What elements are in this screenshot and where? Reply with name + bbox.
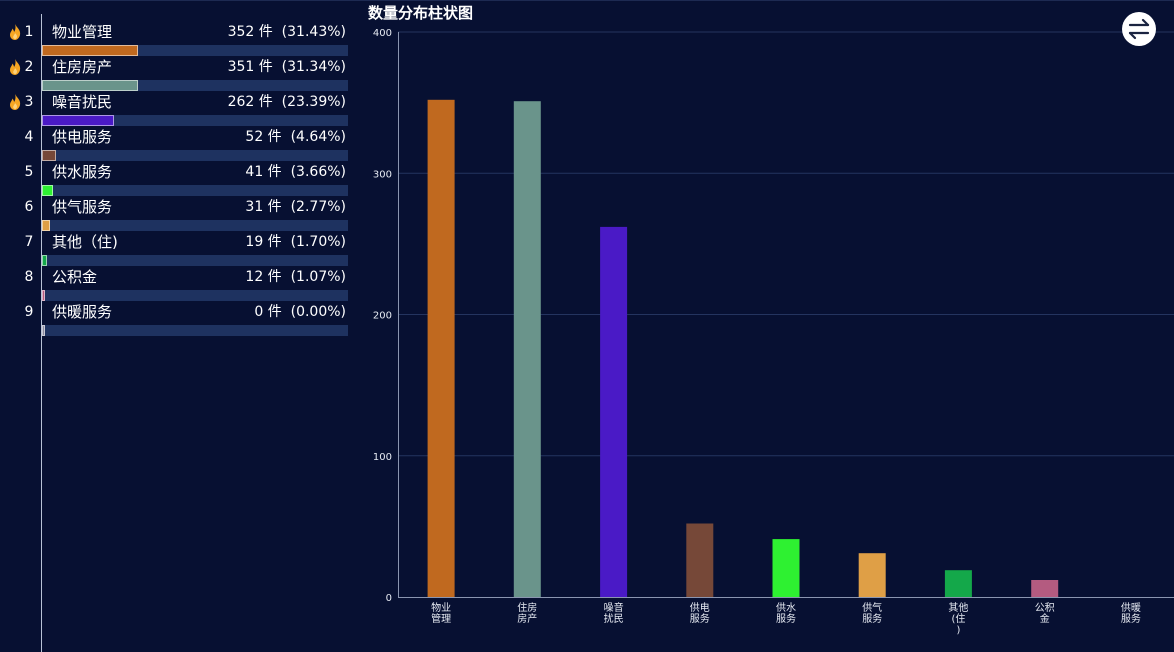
ranking-row: 4 供电服务 52 件 (4.64%) [0, 127, 360, 162]
x-tick-label: 金 [1040, 612, 1050, 625]
bar [600, 226, 628, 597]
bar [858, 553, 886, 597]
ranking-list: 1 物业管理 352 件 (31.43%) 2 住房房产 351 件 (31.34%) 3 噪… [0, 0, 360, 652]
rank-category-name: 物业管理 [52, 23, 113, 41]
bar [1031, 580, 1059, 597]
rank-number: 8 [24, 269, 34, 285]
rank-value-text: 351 件 (31.34%) [227, 59, 346, 75]
x-tick-label: 服务 [776, 612, 796, 625]
x-tick-label: 物业 [431, 601, 451, 614]
rank-progress-track [42, 290, 348, 301]
x-tick-label: (住 [951, 612, 965, 625]
flame-icon [10, 59, 21, 75]
flame-icon [10, 94, 21, 110]
rank-progress-track [42, 325, 348, 336]
x-tick-label: 供暖 [1121, 601, 1141, 614]
flame-icon [10, 24, 21, 40]
rank-progress-fill [42, 290, 45, 301]
rank-category-name: 供气服务 [52, 198, 113, 216]
y-tick-label: 100 [373, 452, 392, 463]
x-tick-label: 供气 [862, 601, 882, 614]
x-tick-label: 扰民 [604, 612, 624, 625]
y-tick-label: 400 [373, 28, 392, 39]
rank-value-text: 31 件 (2.77%) [245, 199, 346, 215]
rank-progress-track [42, 220, 348, 231]
x-tick-label: 住房 [517, 601, 537, 614]
x-tick-label: 公积 [1035, 602, 1055, 614]
rank-category-name: 供暖服务 [52, 303, 113, 321]
rank-progress-fill [42, 220, 50, 231]
bar [513, 101, 541, 597]
y-tick-label: 300 [373, 169, 392, 180]
rank-progress-track [42, 150, 348, 161]
rank-progress-track [42, 255, 348, 266]
rank-number: 1 [24, 24, 34, 40]
rank-value-text: 19 件 (1.70%) [245, 234, 346, 250]
ranking-row: 3 噪音扰民 262 件 (23.39%) [0, 92, 360, 127]
x-tick-label: 管理 [431, 612, 451, 625]
rank-category-name: 住房房产 [52, 58, 113, 76]
x-tick-label: 供电 [690, 601, 710, 614]
x-tick-label: 服务 [690, 612, 710, 625]
ranking-row: 6 供气服务 31 件 (2.77%) [0, 197, 360, 232]
rank-value-text: 12 件 (1.07%) [245, 269, 346, 285]
x-tick-label: 房产 [517, 612, 537, 625]
bar [772, 539, 800, 597]
ranking-row: 1 物业管理 352 件 (31.43%) [0, 22, 360, 57]
rank-category-name: 噪音扰民 [52, 93, 113, 111]
x-tick-label: 服务 [1121, 612, 1141, 625]
rank-progress-fill [42, 115, 114, 126]
chart-title: 数量分布柱状图 [368, 4, 474, 22]
ranking-row: 8 公积金 12 件 (1.07%) [0, 267, 360, 302]
rank-number: 7 [24, 234, 34, 250]
rank-category-name: 供电服务 [52, 128, 113, 146]
rank-number: 6 [24, 199, 34, 215]
ranking-row: 7 其他（住) 19 件 (1.70%) [0, 232, 360, 267]
rank-number: 4 [24, 129, 34, 145]
rank-value-text: 262 件 (23.39%) [227, 94, 346, 110]
bar [686, 523, 714, 597]
rank-number: 9 [24, 304, 34, 320]
rank-value-text: 52 件 (4.64%) [245, 129, 346, 145]
bar [427, 99, 455, 598]
rank-progress-fill [42, 45, 138, 56]
rank-progress-track [42, 80, 348, 91]
ranking-row: 9 供暖服务 0 件 (0.00%) [0, 302, 360, 337]
x-tick-label: 服务 [862, 612, 882, 625]
x-tick-label: 供水 [776, 601, 796, 614]
top-divider [0, 0, 1174, 1]
rank-progress-fill [42, 255, 47, 266]
ranking-row: 5 供水服务 41 件 (3.66%) [0, 162, 360, 197]
rank-progress-track [42, 45, 348, 56]
rank-value-text: 352 件 (31.43%) [227, 24, 346, 40]
y-tick-label: 0 [386, 593, 392, 604]
rank-progress-fill [42, 80, 138, 91]
x-tick-label: 噪音 [604, 601, 624, 614]
ranking-axis-line [41, 14, 42, 652]
rank-progress-fill [42, 150, 56, 161]
bar [944, 570, 972, 597]
y-tick-label: 200 [373, 311, 392, 322]
swap-arrows-icon [1128, 18, 1150, 40]
rank-number: 5 [24, 164, 34, 180]
rank-category-name: 其他（住) [52, 233, 118, 251]
rank-progress-fill [42, 185, 53, 196]
ranking-row: 2 住房房产 351 件 (31.34%) [0, 57, 360, 92]
rank-value-text: 41 件 (3.66%) [245, 164, 346, 180]
rank-category-name: 供水服务 [52, 163, 113, 181]
rank-number: 3 [24, 94, 34, 110]
x-tick-label: ) [956, 625, 960, 636]
rank-number: 2 [24, 59, 34, 75]
switch-chart-button[interactable] [1122, 12, 1156, 46]
rank-progress-track [42, 115, 348, 126]
rank-progress-fill [42, 325, 45, 336]
rank-category-name: 公积金 [52, 268, 98, 286]
rank-progress-track [42, 185, 348, 196]
x-tick-label: 其他 [948, 601, 968, 614]
rank-value-text: 0 件 (0.00%) [254, 304, 346, 320]
